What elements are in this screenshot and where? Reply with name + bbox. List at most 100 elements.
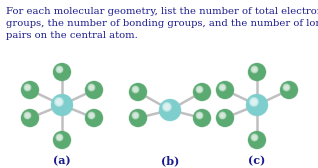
Circle shape — [21, 81, 39, 99]
Circle shape — [24, 84, 31, 91]
Circle shape — [252, 67, 257, 72]
Circle shape — [53, 131, 71, 149]
Circle shape — [90, 114, 93, 117]
Circle shape — [56, 99, 61, 104]
Circle shape — [219, 112, 226, 119]
Circle shape — [251, 134, 258, 141]
Circle shape — [252, 135, 257, 140]
Circle shape — [193, 83, 211, 101]
Circle shape — [24, 84, 31, 91]
Circle shape — [24, 112, 31, 119]
Circle shape — [87, 83, 95, 92]
Circle shape — [251, 65, 259, 74]
Circle shape — [89, 113, 93, 118]
Circle shape — [129, 109, 147, 127]
Circle shape — [164, 104, 169, 110]
Circle shape — [58, 136, 61, 139]
Circle shape — [164, 104, 170, 110]
Circle shape — [57, 135, 62, 140]
Circle shape — [219, 84, 226, 91]
Circle shape — [198, 114, 201, 117]
Circle shape — [246, 94, 268, 116]
Circle shape — [133, 113, 138, 118]
Circle shape — [57, 67, 62, 72]
Circle shape — [159, 99, 181, 121]
Circle shape — [132, 86, 139, 93]
Circle shape — [221, 86, 224, 89]
Circle shape — [25, 85, 30, 90]
Circle shape — [55, 98, 63, 106]
Circle shape — [218, 111, 226, 119]
Circle shape — [26, 86, 29, 89]
Circle shape — [55, 98, 63, 106]
Circle shape — [197, 86, 203, 93]
Circle shape — [131, 111, 140, 119]
Circle shape — [133, 87, 138, 92]
Circle shape — [88, 112, 94, 119]
Circle shape — [51, 94, 73, 116]
Circle shape — [56, 66, 63, 73]
Circle shape — [251, 66, 258, 73]
Circle shape — [89, 85, 93, 90]
Circle shape — [196, 111, 204, 119]
Circle shape — [133, 87, 138, 92]
Circle shape — [196, 86, 204, 94]
Circle shape — [24, 112, 31, 119]
Circle shape — [88, 84, 95, 91]
Circle shape — [284, 85, 289, 90]
Circle shape — [220, 85, 225, 90]
Circle shape — [131, 86, 140, 94]
Circle shape — [162, 102, 172, 112]
Circle shape — [251, 99, 257, 104]
Circle shape — [280, 81, 298, 99]
Text: (b): (b) — [161, 155, 179, 166]
Circle shape — [57, 135, 62, 140]
Circle shape — [163, 103, 171, 111]
Circle shape — [87, 111, 95, 119]
Circle shape — [284, 85, 289, 90]
Circle shape — [56, 99, 62, 105]
Circle shape — [251, 133, 259, 141]
Circle shape — [196, 86, 203, 93]
Circle shape — [132, 112, 139, 119]
Circle shape — [252, 135, 257, 140]
Circle shape — [55, 133, 64, 141]
Circle shape — [196, 112, 203, 119]
Circle shape — [134, 88, 137, 91]
Text: (a): (a) — [53, 155, 71, 166]
Circle shape — [26, 114, 29, 117]
Circle shape — [221, 114, 224, 117]
Circle shape — [283, 84, 290, 91]
Text: For each molecular geometry, list the number of total electron
groups, the numbe: For each molecular geometry, list the nu… — [6, 7, 318, 40]
Circle shape — [25, 113, 30, 118]
Circle shape — [250, 98, 258, 106]
Circle shape — [197, 113, 202, 118]
Circle shape — [220, 113, 225, 118]
Circle shape — [283, 84, 290, 91]
Circle shape — [25, 85, 30, 90]
Circle shape — [129, 83, 147, 101]
Circle shape — [57, 67, 62, 72]
Circle shape — [285, 86, 288, 89]
Circle shape — [88, 84, 94, 91]
Circle shape — [165, 105, 169, 109]
Circle shape — [24, 83, 31, 92]
Circle shape — [85, 109, 103, 127]
Circle shape — [198, 88, 201, 91]
Circle shape — [251, 99, 257, 105]
Circle shape — [54, 97, 64, 107]
Circle shape — [25, 113, 30, 118]
Circle shape — [132, 86, 139, 93]
Circle shape — [197, 113, 202, 118]
Circle shape — [197, 87, 202, 92]
Circle shape — [252, 67, 257, 72]
Circle shape — [162, 102, 171, 111]
Circle shape — [220, 85, 225, 90]
Circle shape — [248, 63, 266, 81]
Text: (c): (c) — [248, 155, 266, 166]
Circle shape — [57, 100, 61, 104]
Circle shape — [282, 83, 291, 92]
Circle shape — [218, 83, 226, 92]
Circle shape — [55, 65, 64, 74]
Circle shape — [252, 66, 258, 73]
